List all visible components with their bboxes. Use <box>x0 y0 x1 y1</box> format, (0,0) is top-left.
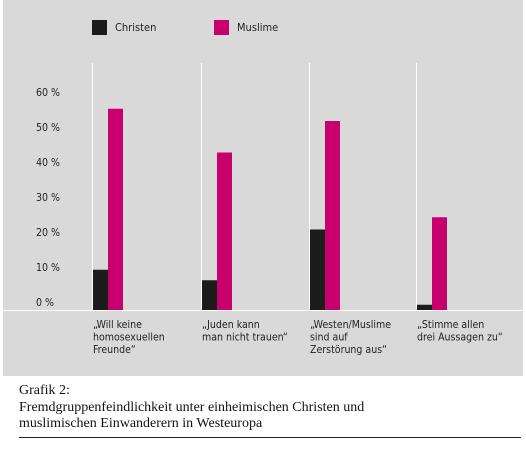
category-label: „Juden kann <box>202 319 260 331</box>
legend-swatch-muslime <box>214 20 229 35</box>
category-label: Freunde“ <box>93 344 136 356</box>
category-label: drei Aussagen zu“ <box>417 332 503 344</box>
figure-caption: Grafik 2: Fremdgruppenfeindlichkeit unte… <box>19 383 519 433</box>
legend-swatch-christen <box>92 20 107 35</box>
category-label: sind auf <box>310 332 348 344</box>
category-label: Zerstörung aus“ <box>310 344 387 356</box>
category-label: „Will keine <box>93 319 142 331</box>
y-tick-label: 10 % <box>36 262 60 274</box>
bar-chart: 0 % 10 % 20 % 30 % 40 % 50 % 60 % „Will keineho… <box>3 20 523 356</box>
bar-christen-3 <box>310 229 325 310</box>
y-tick-label: 40 % <box>36 157 60 169</box>
bar-muslime-2 <box>217 152 232 310</box>
bottom-divider <box>19 437 521 438</box>
bar-muslime-3 <box>325 121 340 310</box>
y-tick-label: 60 % <box>36 87 60 99</box>
category-label: man nicht trauen“ <box>202 332 288 344</box>
y-tick-label: 50 % <box>36 122 60 134</box>
bar-muslime-4 <box>432 217 447 310</box>
caption-title: Grafik 2: <box>19 383 70 398</box>
y-tick-label: 30 % <box>36 192 60 204</box>
category-label: homosexuellen <box>93 332 165 344</box>
bar-muslime-1 <box>108 108 123 310</box>
legend-label-muslime: Muslime <box>237 21 278 34</box>
caption-text-line-1: Fremdgruppenfeindlichkeit unter einheimi… <box>19 399 365 415</box>
category-label: „Westen/Muslime <box>310 319 391 331</box>
y-tick-label: 0 % <box>36 297 54 309</box>
bar-christen-2 <box>202 280 217 310</box>
bar-christen-4 <box>417 304 432 310</box>
bar-christen-1 <box>93 269 108 310</box>
category-label: „Stimme allen <box>417 319 484 331</box>
legend-label-christen: Christen <box>115 21 156 34</box>
caption-text-line-2: muslimischen Einwanderern in Westeuropa <box>19 416 263 431</box>
y-tick-label: 20 % <box>36 227 60 239</box>
chart-panel: 0 % 10 % 20 % 30 % 40 % 50 % 60 % „Will keine ho… <box>3 0 523 376</box>
